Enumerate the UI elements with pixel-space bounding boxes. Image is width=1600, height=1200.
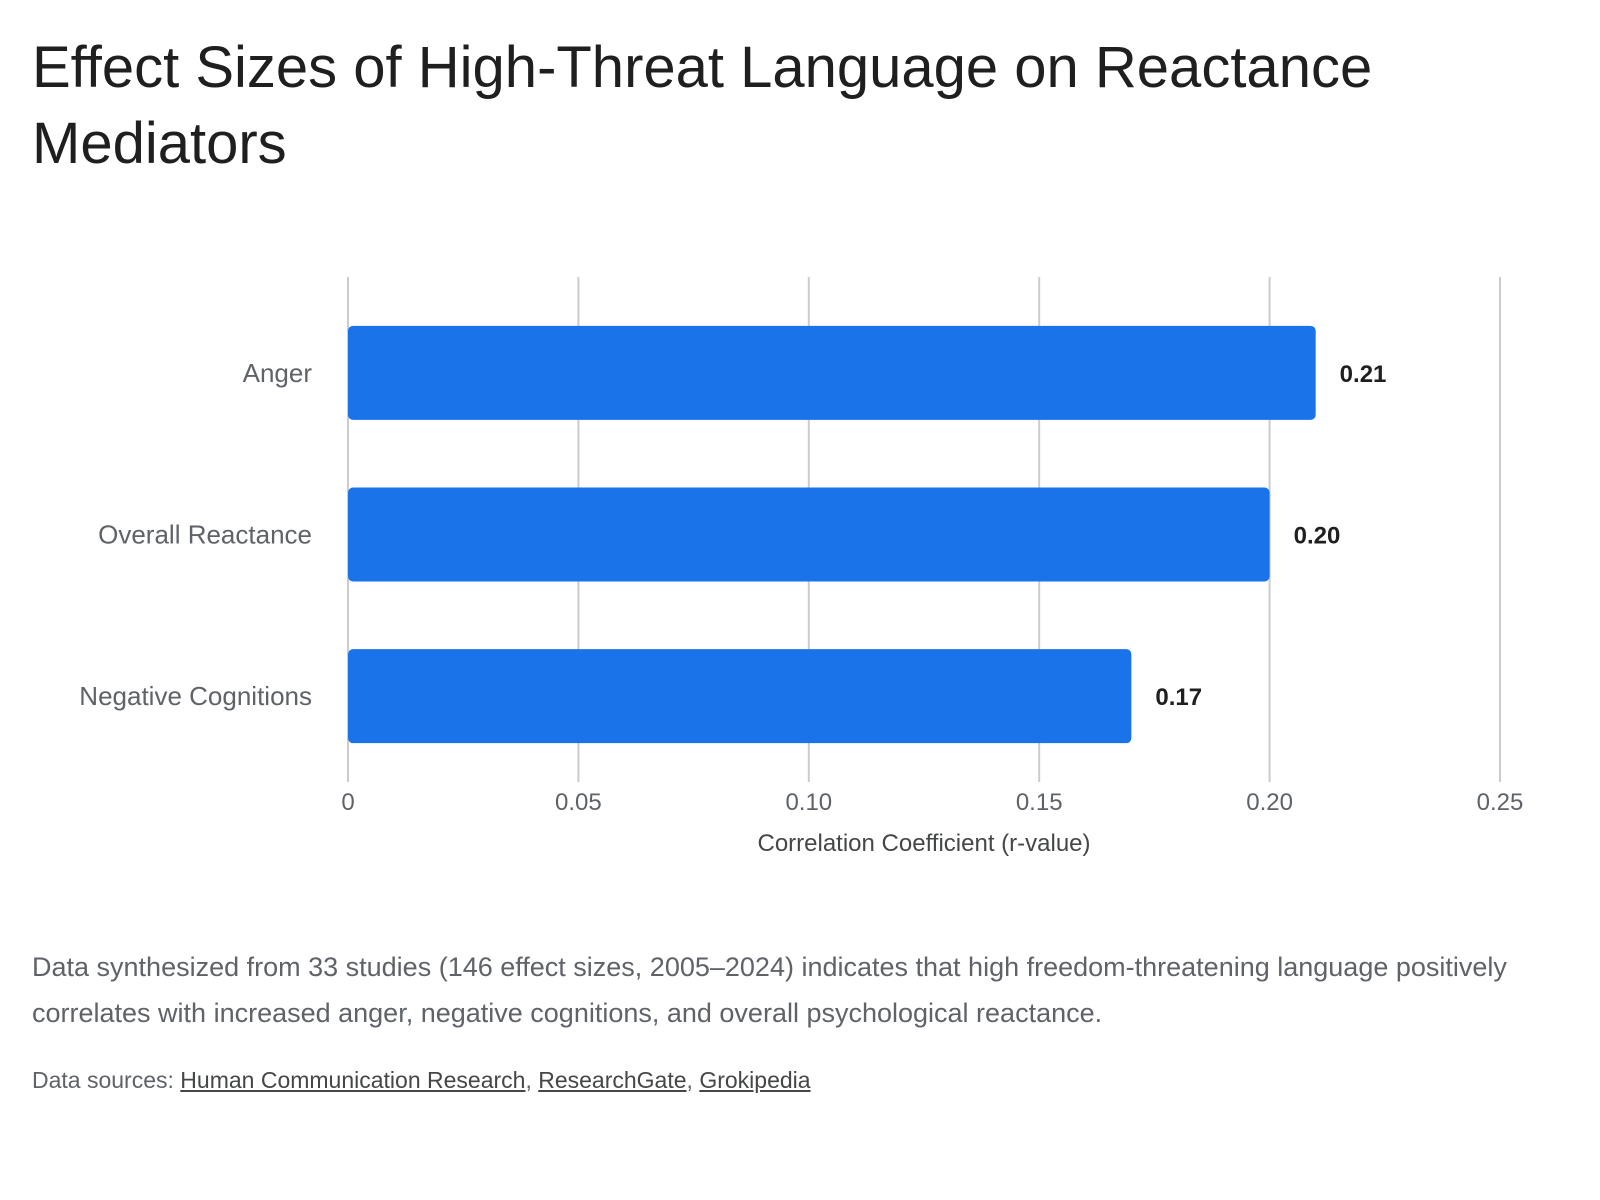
category-label: Anger <box>243 358 313 388</box>
value-label: 0.21 <box>1340 361 1387 388</box>
sources-separator: , <box>525 1067 539 1093</box>
value-labels: 0.21 0.20 0.17 <box>1155 361 1386 711</box>
x-axis-title: Correlation Coefficient (r-value) <box>757 830 1090 857</box>
tick-labels: 0 0.05 0.10 0.15 0.20 0.25 <box>341 789 1523 816</box>
bar-overall-reactance <box>348 487 1270 582</box>
bar-negative-cognitions <box>348 649 1132 744</box>
x-tick-label: 0.15 <box>1016 789 1063 816</box>
source-link-researchgate[interactable]: ResearchGate <box>538 1067 687 1093</box>
chart-caption: Data synthesized from 33 studies (146 ef… <box>32 952 1507 1028</box>
source-link-human-communication-research[interactable]: Human Communication Research <box>180 1067 526 1093</box>
x-tick-label: 0.10 <box>785 789 832 816</box>
category-labels: Anger Overall Reactance Negative Cognition… <box>79 358 312 711</box>
bar-anger <box>348 325 1316 420</box>
value-label: 0.17 <box>1155 684 1202 711</box>
x-tick-label: 0.05 <box>555 789 602 816</box>
data-sources: Data sources: Human Communication Resear… <box>32 1064 811 1096</box>
value-label: 0.20 <box>1294 523 1341 550</box>
x-tick-label: 0.20 <box>1246 789 1293 816</box>
sources-separator: , <box>686 1067 700 1093</box>
category-label: Overall Reactance <box>98 520 312 550</box>
source-link-grokipedia[interactable]: Grokipedia <box>699 1067 811 1093</box>
bar-chart: Anger Overall Reactance Negative Cognition… <box>79 277 1523 857</box>
x-tick-label: 0.25 <box>1477 789 1524 816</box>
sources-prefix: Data sources: <box>32 1067 181 1093</box>
chart-title: Effect Sizes of High-Threat Language on … <box>32 35 1373 176</box>
x-tick-label: 0 <box>341 789 354 816</box>
category-label: Negative Cognitions <box>79 681 312 711</box>
bars <box>348 325 1316 744</box>
